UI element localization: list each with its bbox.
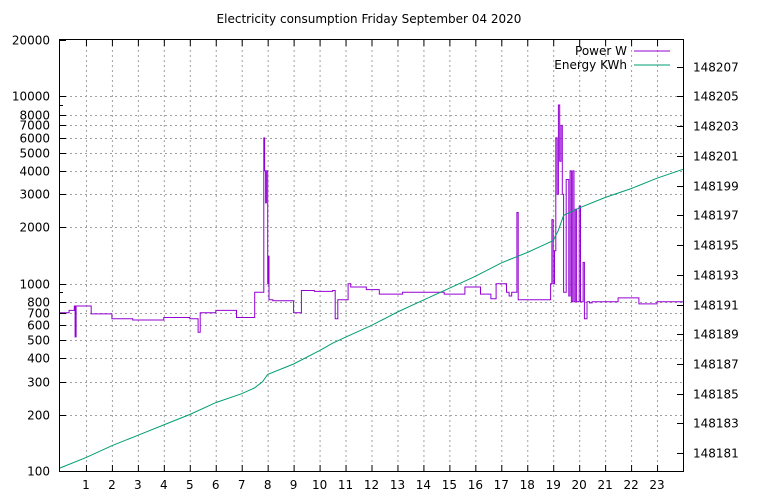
y2-tick-label: 148189 bbox=[693, 328, 739, 342]
x-tick-label: 5 bbox=[186, 478, 194, 492]
x-tick-label: 14 bbox=[416, 478, 431, 492]
x-tick-label: 17 bbox=[494, 478, 509, 492]
x-tick-label: 8 bbox=[264, 478, 272, 492]
y-tick-label: 600 bbox=[27, 319, 50, 333]
series-line-power bbox=[60, 104, 683, 338]
x-tick-label: 9 bbox=[290, 478, 298, 492]
y-tick-label: 400 bbox=[27, 352, 50, 366]
y-tick-label: 6000 bbox=[19, 132, 50, 146]
y2-tick-label: 148201 bbox=[693, 150, 739, 164]
x-tick-label: 18 bbox=[520, 478, 535, 492]
y2-tick-label: 148183 bbox=[693, 417, 739, 431]
x-tick-label: 19 bbox=[546, 478, 561, 492]
x-tick-label: 4 bbox=[160, 478, 168, 492]
x-tick-label: 2 bbox=[108, 478, 116, 492]
x-tick-label: 7 bbox=[238, 478, 246, 492]
y2-tick-label: 148185 bbox=[693, 388, 739, 402]
y-tick-label: 10000 bbox=[12, 90, 50, 104]
x-tick-label: 3 bbox=[134, 478, 142, 492]
y-tick-label: 100 bbox=[27, 465, 50, 479]
y-tick-label: 4000 bbox=[19, 165, 50, 179]
y2-tick-label: 148207 bbox=[693, 61, 739, 75]
y-tick-label: 3000 bbox=[19, 188, 50, 202]
grid-lines bbox=[60, 40, 683, 471]
x-tick-label: 22 bbox=[623, 478, 638, 492]
x-tick-label: 23 bbox=[649, 478, 664, 492]
y2-tick-label: 148197 bbox=[693, 209, 739, 223]
y2-tick-label: 148181 bbox=[693, 447, 739, 461]
x-tick-label: 12 bbox=[364, 478, 379, 492]
y-tick-label: 1000 bbox=[19, 278, 50, 292]
y2-tick-label: 148193 bbox=[693, 269, 739, 283]
y2-tick-label: 148199 bbox=[693, 180, 739, 194]
legend: Power W Energy KWh bbox=[554, 44, 670, 72]
y-tick-label: 700 bbox=[27, 307, 50, 321]
y-tick-label: 2000 bbox=[19, 221, 50, 235]
y-tick-label: 8000 bbox=[19, 109, 50, 123]
x-tick-label: 11 bbox=[338, 478, 353, 492]
x-tick-label: 15 bbox=[442, 478, 457, 492]
y2-tick-label: 148195 bbox=[693, 239, 739, 253]
y-tick-label: 5000 bbox=[19, 147, 50, 161]
series-layer bbox=[59, 104, 684, 469]
y-tick-label: 20000 bbox=[12, 34, 50, 48]
series-line-energy bbox=[59, 168, 684, 469]
tick-layer: 1 2 3 4 5 6 7 8 9 10 11 12 13 14 15 16 17 18 19 20 21 22 23100… bbox=[12, 34, 739, 493]
y-tick-label: 300 bbox=[27, 376, 50, 390]
x-tick-label: 21 bbox=[597, 478, 612, 492]
y2-tick-label: 148203 bbox=[693, 120, 739, 134]
y2-tick-label: 148187 bbox=[693, 358, 739, 372]
y2-tick-label: 148205 bbox=[693, 90, 739, 104]
y-tick-label: 800 bbox=[27, 296, 50, 310]
x-tick-label: 1 bbox=[82, 478, 90, 492]
legend-label-power: Power W bbox=[575, 44, 627, 58]
legend-label-energy: Energy KWh bbox=[554, 58, 627, 72]
x-tick-label: 13 bbox=[390, 478, 405, 492]
y2-tick-label: 148191 bbox=[693, 299, 739, 313]
x-tick-label: 10 bbox=[312, 478, 327, 492]
y-tick-label: 7000 bbox=[19, 119, 50, 133]
plot-frame bbox=[59, 39, 684, 472]
chart-title: Electricity consumption Friday September… bbox=[217, 12, 522, 26]
x-tick-label: 16 bbox=[468, 478, 483, 492]
x-tick-label: 20 bbox=[572, 478, 587, 492]
y-tick-label: 200 bbox=[27, 409, 50, 423]
y-tick-label: 500 bbox=[27, 334, 50, 348]
x-tick-label: 6 bbox=[212, 478, 220, 492]
